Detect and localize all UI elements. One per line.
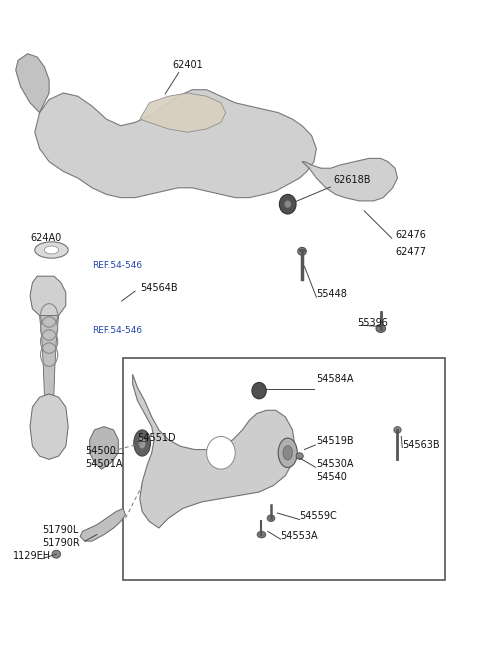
Polygon shape — [140, 93, 226, 132]
Text: 54519B: 54519B — [316, 436, 354, 446]
Polygon shape — [30, 394, 68, 459]
Ellipse shape — [283, 445, 292, 460]
Text: REF.54-546: REF.54-546 — [92, 261, 142, 269]
Text: 62477: 62477 — [395, 246, 426, 256]
Text: 54559C: 54559C — [300, 512, 337, 522]
Ellipse shape — [206, 436, 235, 469]
Text: 54564B: 54564B — [140, 283, 178, 292]
Polygon shape — [302, 158, 397, 201]
Ellipse shape — [376, 325, 385, 332]
Text: 62401: 62401 — [172, 60, 203, 70]
Ellipse shape — [278, 438, 297, 468]
Ellipse shape — [267, 515, 275, 522]
Text: 54500: 54500 — [85, 446, 116, 456]
Text: 51790R: 51790R — [42, 537, 80, 548]
Polygon shape — [35, 90, 316, 198]
Ellipse shape — [298, 248, 306, 255]
Ellipse shape — [134, 430, 151, 456]
Text: 1129EH: 1129EH — [13, 551, 51, 560]
Text: 54551D: 54551D — [137, 433, 176, 443]
Text: 54553A: 54553A — [281, 531, 318, 541]
Ellipse shape — [52, 551, 60, 558]
Ellipse shape — [284, 200, 291, 208]
Text: REF.54-546: REF.54-546 — [0, 656, 1, 657]
Ellipse shape — [394, 426, 401, 433]
Text: 54563B: 54563B — [402, 440, 440, 449]
Ellipse shape — [139, 437, 146, 449]
Text: 51790L: 51790L — [42, 524, 78, 535]
Text: 62476: 62476 — [395, 230, 426, 240]
Ellipse shape — [257, 532, 266, 538]
Text: 55448: 55448 — [316, 289, 347, 299]
Text: 54584A: 54584A — [316, 374, 354, 384]
Text: 54530A: 54530A — [316, 459, 354, 469]
Text: REF.54-546: REF.54-546 — [0, 656, 1, 657]
Text: 54501A: 54501A — [85, 459, 122, 469]
Bar — [123, 358, 445, 580]
Polygon shape — [39, 315, 59, 440]
Text: REF.54-546: REF.54-546 — [92, 326, 142, 335]
Text: 55396: 55396 — [357, 319, 388, 328]
Polygon shape — [16, 54, 49, 112]
Polygon shape — [132, 374, 295, 528]
Polygon shape — [90, 426, 118, 469]
Ellipse shape — [279, 194, 296, 214]
Polygon shape — [80, 509, 125, 541]
Ellipse shape — [35, 242, 68, 258]
Text: 54540: 54540 — [316, 472, 347, 482]
Text: 624A0: 624A0 — [30, 233, 61, 244]
Text: 62618B: 62618B — [333, 175, 371, 185]
Ellipse shape — [252, 382, 266, 399]
Polygon shape — [30, 276, 66, 319]
Ellipse shape — [296, 453, 303, 459]
Ellipse shape — [44, 246, 59, 254]
